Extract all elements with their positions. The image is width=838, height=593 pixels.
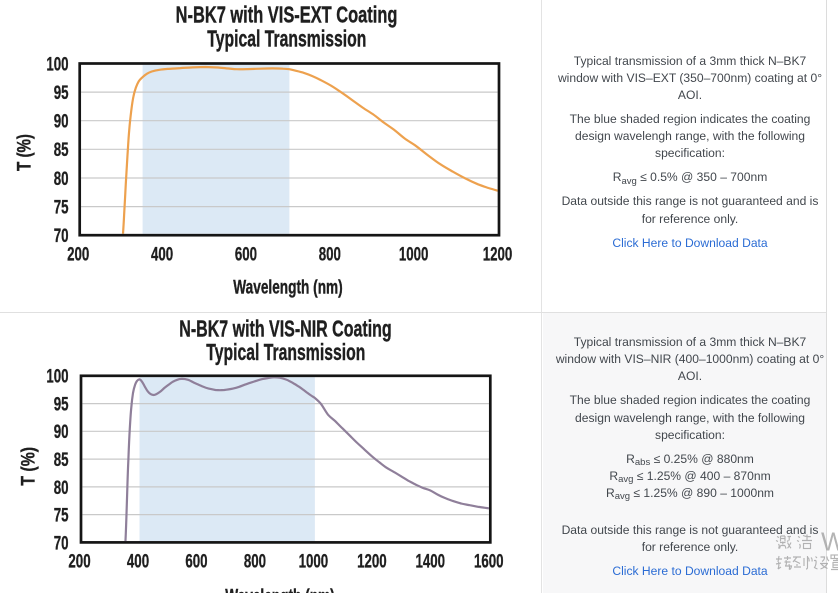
svg-text:400: 400 [127, 551, 149, 572]
svg-text:N-BK7 with VIS-NIR Coating: N-BK7 with VIS-NIR Coating [179, 317, 391, 342]
svg-text:400: 400 [151, 244, 173, 265]
svg-text:800: 800 [244, 551, 266, 572]
svg-text:1000: 1000 [399, 244, 429, 265]
svg-text:100: 100 [46, 366, 68, 387]
svg-text:95: 95 [54, 83, 69, 104]
svg-text:Typical Transmission: Typical Transmission [206, 341, 365, 366]
svg-text:95: 95 [54, 394, 69, 415]
svg-text:1600: 1600 [474, 551, 504, 572]
svg-text:1200: 1200 [483, 244, 513, 265]
svg-text:Wavelength (nm): Wavelength (nm) [233, 276, 342, 298]
svg-text:1400: 1400 [416, 551, 446, 572]
svg-text:70: 70 [54, 533, 69, 554]
svg-text:N-BK7 with VIS-EXT Coating: N-BK7 with VIS-EXT Coating [176, 3, 398, 28]
svg-text:Wavelength (nm): Wavelength (nm) [225, 585, 334, 593]
svg-text:1000: 1000 [299, 551, 329, 572]
svg-text:85: 85 [54, 450, 69, 471]
svg-text:100: 100 [46, 54, 68, 75]
svg-text:Typical Transmission: Typical Transmission [207, 27, 366, 52]
svg-text:90: 90 [54, 111, 69, 132]
svg-text:600: 600 [185, 551, 207, 572]
svg-text:75: 75 [54, 505, 69, 526]
svg-text:80: 80 [54, 169, 69, 190]
svg-text:90: 90 [54, 422, 69, 443]
svg-text:200: 200 [67, 244, 89, 265]
svg-text:70: 70 [54, 226, 69, 247]
svg-text:1200: 1200 [357, 551, 387, 572]
svg-text:600: 600 [235, 244, 257, 265]
svg-text:80: 80 [54, 478, 69, 499]
svg-text:T (%): T (%) [13, 134, 35, 171]
svg-text:800: 800 [319, 244, 341, 265]
svg-text:200: 200 [68, 551, 90, 572]
svg-text:85: 85 [54, 140, 69, 161]
svg-text:75: 75 [54, 197, 69, 218]
svg-text:T (%): T (%) [17, 447, 39, 486]
